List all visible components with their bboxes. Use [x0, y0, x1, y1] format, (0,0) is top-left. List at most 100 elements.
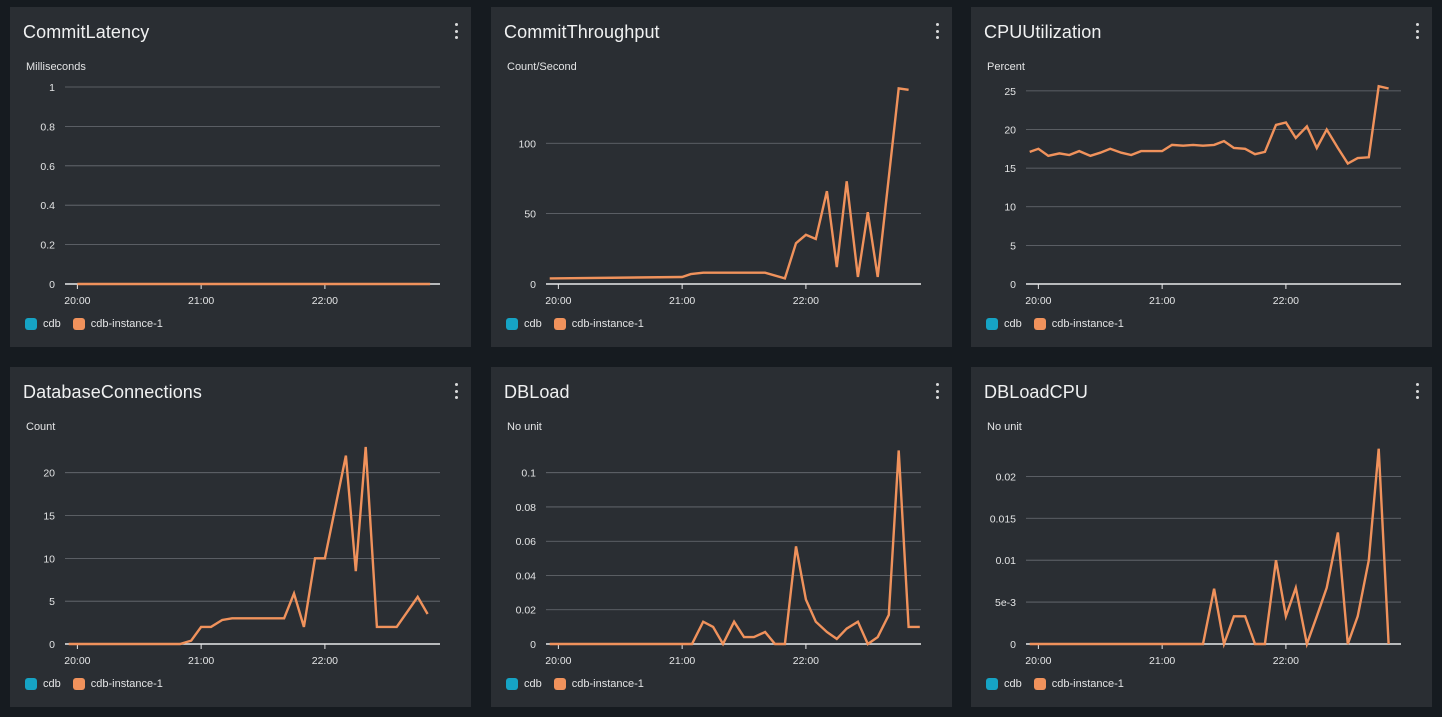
chart-legend: cdb cdb-instance-1 — [506, 678, 644, 690]
chart-plot[interactable]: 0 0.02 0.04 0.06 0.08 0.1 20:00 21:00 22:00 — [491, 367, 952, 707]
legend-item-cdb-instance-1[interactable]: cdb-instance-1 — [72, 318, 163, 330]
x-tick-label: 21:00 — [669, 655, 695, 667]
legend-swatch — [986, 678, 998, 690]
y-tick-label: 15 — [1004, 163, 1016, 175]
chart-plot[interactable]: 0 0.2 0.4 0.6 0.8 1 20:00 21:00 22:00 — [10, 7, 471, 347]
legend-label: cdb-instance-1 — [90, 318, 163, 330]
legend-label: cdb-instance-1 — [90, 678, 163, 690]
legend-item-cdb-instance-1[interactable]: cdb-instance-1 — [72, 678, 163, 690]
series-line-cdb-instance-1[interactable] — [549, 450, 920, 647]
more-options-icon[interactable] — [1412, 381, 1422, 401]
chart-legend: cdb cdb-instance-1 — [506, 318, 644, 330]
legend-item-cdb-instance-1[interactable]: cdb-instance-1 — [1033, 678, 1124, 690]
y-tick-label: 25 — [1004, 86, 1016, 98]
legend-item-cdb[interactable]: cdb — [25, 318, 61, 330]
chart-plot[interactable]: 0 5 10 15 20 25 20:00 21:00 22:00 — [971, 7, 1432, 347]
y-tick-label: 0.2 — [40, 240, 55, 252]
x-tick-label: 21:00 — [188, 655, 214, 667]
legend-swatch — [553, 678, 566, 690]
legend-swatch — [1033, 318, 1046, 330]
chart-plot[interactable]: 0 5e-3 0.01 0.015 0.02 20:00 21:00 22:00 — [971, 367, 1432, 707]
legend-item-cdb[interactable]: cdb — [506, 678, 542, 690]
legend-swatch — [25, 318, 37, 330]
legend-label: cdb — [43, 318, 61, 330]
y-tick-label: 50 — [524, 209, 536, 221]
widget-title: CPUUtilization — [984, 22, 1102, 42]
x-tick-label: 20:00 — [1025, 295, 1051, 307]
widget-title: DBLoad — [504, 382, 570, 402]
more-options-icon[interactable] — [1412, 21, 1422, 41]
series-line-cdb-instance-1[interactable] — [1029, 448, 1390, 649]
y-tick-label: 0.02 — [996, 471, 1017, 483]
series-line-cdb-instance-1[interactable] — [68, 446, 429, 646]
legend-swatch — [1033, 678, 1046, 690]
x-tick-label: 22:00 — [1273, 295, 1299, 307]
legend-label: cdb-instance-1 — [571, 318, 644, 330]
y-tick-label: 5e-3 — [995, 597, 1016, 609]
chart-legend: cdb cdb-instance-1 — [986, 678, 1124, 690]
legend-item-cdb[interactable]: cdb — [25, 678, 61, 690]
legend-item-cdb[interactable]: cdb — [506, 318, 542, 330]
x-tick-label: 20:00 — [64, 655, 90, 667]
y-tick-label: 0.015 — [990, 513, 1016, 525]
x-tick-label: 20:00 — [545, 295, 571, 307]
y-tick-label: 5 — [49, 596, 55, 608]
chart-plot[interactable]: 0 50 100 20:00 21:00 22:00 — [491, 7, 952, 347]
y-tick-label: 0 — [1010, 639, 1016, 651]
y-tick-label: 0 — [1010, 279, 1016, 291]
widget-title: CommitLatency — [23, 22, 150, 42]
legend-label: cdb — [524, 678, 542, 690]
y-axis-unit-label: Percent — [987, 61, 1025, 73]
legend-item-cdb-instance-1[interactable]: cdb-instance-1 — [553, 318, 644, 330]
legend-label: cdb — [1004, 318, 1022, 330]
x-tick-label: 20:00 — [545, 655, 571, 667]
y-tick-label: 20 — [1004, 124, 1016, 136]
series-line-cdb-instance-1[interactable] — [1029, 84, 1389, 166]
y-tick-label: 10 — [43, 553, 55, 565]
legend-label: cdb-instance-1 — [571, 678, 644, 690]
more-options-icon[interactable] — [451, 21, 461, 41]
widget-title: DBLoadCPU — [984, 382, 1088, 402]
x-tick-label: 20:00 — [1025, 655, 1051, 667]
legend-item-cdb-instance-1[interactable]: cdb-instance-1 — [1033, 318, 1124, 330]
legend-label: cdb-instance-1 — [1051, 318, 1124, 330]
widget-cpu-utilization: CPUUtilization Percent 0 5 10 15 20 25 20:00 21:0… — [971, 7, 1432, 347]
y-tick-label: 10 — [1004, 202, 1016, 214]
y-tick-label: 0.01 — [996, 555, 1017, 567]
y-tick-label: 0.8 — [40, 121, 55, 133]
chart-plot[interactable]: 0 5 10 15 20 20:00 21:00 22:00 — [10, 367, 471, 707]
y-axis-unit-label: No unit — [987, 421, 1022, 433]
legend-label: cdb — [524, 318, 542, 330]
series-line-cdb-instance-1[interactable] — [549, 87, 909, 280]
more-options-icon[interactable] — [451, 381, 461, 401]
y-axis-unit-label: Count/Second — [507, 61, 577, 73]
y-tick-label: 1 — [49, 82, 55, 94]
y-tick-label: 0.02 — [516, 605, 537, 617]
y-tick-label: 20 — [43, 468, 55, 480]
x-tick-label: 22:00 — [1273, 655, 1299, 667]
legend-label: cdb — [43, 678, 61, 690]
y-axis-unit-label: Count — [26, 421, 56, 433]
y-tick-label: 5 — [1010, 240, 1016, 252]
legend-swatch — [553, 318, 566, 330]
legend-item-cdb[interactable]: cdb — [986, 678, 1022, 690]
legend-item-cdb-instance-1[interactable]: cdb-instance-1 — [553, 678, 644, 690]
widget-title: DatabaseConnections — [23, 382, 203, 402]
chart-legend: cdb cdb-instance-1 — [25, 678, 163, 690]
x-tick-label: 21:00 — [1149, 295, 1175, 307]
legend-swatch — [72, 678, 85, 690]
y-tick-label: 0 — [49, 279, 55, 291]
legend-swatch — [506, 678, 518, 690]
x-tick-label: 21:00 — [188, 295, 214, 307]
y-tick-label: 0.04 — [516, 570, 537, 582]
widget-commit-latency: CommitLatency Milliseconds 0 0.2 0.4 0.6 0.8 1 2… — [10, 7, 471, 347]
widget-commit-throughput: CommitThroughput Count/Second 0 50 100 20:00 2… — [491, 7, 952, 347]
widget-dbload: DBLoad No unit 0 0.02 0.04 0.06 0.08 0.1 20:00 21… — [491, 367, 952, 707]
legend-item-cdb[interactable]: cdb — [986, 318, 1022, 330]
legend-swatch — [25, 678, 37, 690]
more-options-icon[interactable] — [932, 381, 942, 401]
y-axis-unit-label: No unit — [507, 421, 542, 433]
y-tick-label: 0 — [530, 279, 536, 291]
more-options-icon[interactable] — [932, 21, 942, 41]
y-axis-unit-label: Milliseconds — [26, 61, 86, 73]
